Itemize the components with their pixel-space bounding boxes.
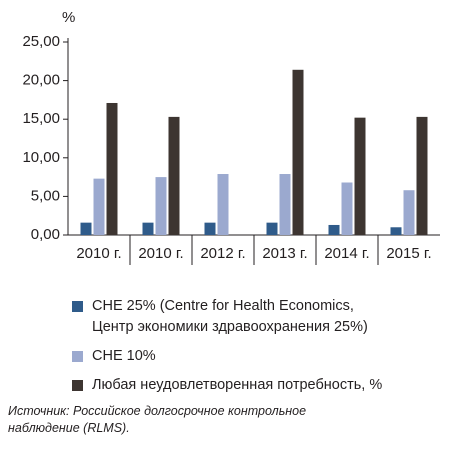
x-tick-label: 2012 г. [200, 245, 245, 262]
bar [390, 227, 402, 235]
bar [168, 116, 180, 235]
chart: % 0,00 5,00 10,00 15,00 20,00 25,00 2010 г. 201… [22, 9, 440, 265]
source-note: Источник: Российское долгосрочное контро… [8, 404, 307, 435]
bar [155, 177, 167, 235]
legend-swatch [72, 301, 83, 312]
bar [416, 116, 428, 235]
x-tick-label: 2015 г. [386, 245, 431, 262]
bar [354, 117, 366, 235]
legend-label: CHE 10% [92, 348, 156, 364]
legend-label: Любая неудовлетворенная потребность, % [92, 377, 383, 393]
bar [142, 222, 154, 235]
legend-label: CHE 25% (Centre for Health Economics, Це… [92, 298, 368, 335]
bar [328, 224, 340, 235]
y-tick-label: 15,00 [22, 110, 60, 127]
legend-item: Любая неудовлетворенная потребность, % [72, 375, 442, 396]
legend-swatch [72, 380, 83, 391]
legend-item: CHE 25% (Centre for Health Economics, Це… [72, 296, 442, 338]
y-unit: % [62, 9, 75, 26]
bar [403, 190, 415, 235]
y-tick-label: 25,00 [22, 33, 60, 50]
legend-item: CHE 10% [72, 346, 442, 367]
x-tick-label: 2013 г. [262, 245, 307, 262]
x-tick-label: 2014 г. [324, 245, 369, 262]
bar [80, 222, 92, 235]
y-tick-label: 5,00 [31, 187, 60, 204]
y-tick-label: 10,00 [22, 149, 60, 166]
bar [279, 174, 291, 235]
y-tick-label: 0,00 [31, 226, 60, 243]
bar [292, 69, 304, 236]
bar [217, 174, 229, 235]
bar [341, 182, 353, 235]
legend: CHE 25% (Centre for Health Economics, Це… [72, 296, 442, 404]
x-tick-label: 2010 г. [76, 245, 121, 262]
bar [93, 178, 105, 235]
bar [106, 102, 118, 235]
bar [204, 222, 216, 235]
y-tick-label: 20,00 [22, 72, 60, 89]
bar [266, 222, 278, 235]
legend-swatch [72, 351, 83, 362]
x-tick-label: 2010 г. [138, 245, 183, 262]
